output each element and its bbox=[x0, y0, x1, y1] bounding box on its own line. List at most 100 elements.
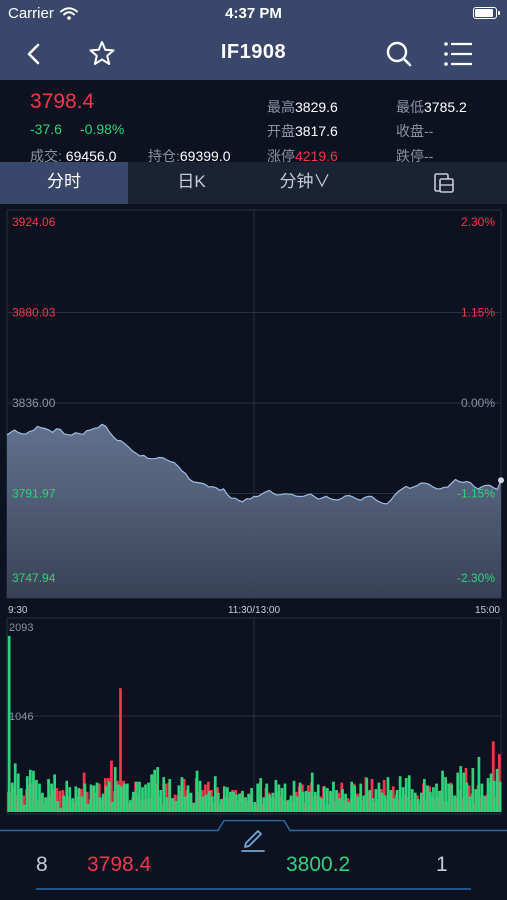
volume-bar-down bbox=[335, 790, 338, 812]
list-menu-icon bbox=[444, 42, 472, 66]
close-value: -- bbox=[424, 123, 434, 139]
volume-bar-down bbox=[495, 768, 499, 812]
volume-bar-down bbox=[341, 789, 344, 812]
edit-order-button[interactable] bbox=[238, 822, 268, 852]
volume-bar-down bbox=[44, 797, 47, 812]
price-tick-label: 3791.97 bbox=[12, 487, 56, 501]
price-area-fill bbox=[7, 424, 501, 598]
volume-bar-down bbox=[171, 798, 175, 812]
volume-bar-down bbox=[59, 808, 63, 812]
volume-bar-down bbox=[19, 788, 23, 812]
back-button[interactable] bbox=[18, 38, 50, 70]
copy-layout-icon bbox=[433, 173, 454, 193]
volume-bar-down bbox=[344, 793, 347, 812]
volume-bar-down bbox=[310, 772, 314, 812]
volume-bar-down bbox=[371, 798, 375, 812]
volume-bar-down bbox=[407, 775, 411, 812]
volume-bar-down bbox=[426, 785, 429, 812]
volume-bar-up bbox=[55, 788, 59, 812]
volume-bar-down bbox=[92, 785, 96, 812]
volume-bar-down bbox=[77, 788, 81, 812]
volume-bar-down bbox=[459, 766, 463, 812]
volume-bar-down bbox=[38, 783, 41, 812]
volume-bar-down bbox=[395, 790, 399, 812]
volume-bar-down bbox=[477, 757, 481, 812]
volume-bar-down bbox=[404, 778, 408, 812]
volume-bar-down bbox=[429, 791, 432, 812]
navigation-bar: IF1908 bbox=[0, 28, 507, 80]
pct-tick-label: -1.15% bbox=[457, 487, 495, 501]
tab-daily-k[interactable]: 日K bbox=[177, 172, 206, 191]
volume-bar-down bbox=[210, 796, 214, 812]
intraday-chart[interactable]: 3924.06 2.30% 3880.03 1.15% 3836.00 0.00% 3791… bbox=[0, 204, 507, 820]
bid-price[interactable]: 3798.4 bbox=[87, 853, 152, 876]
volume-bar-down bbox=[177, 785, 181, 812]
volume-bar-down bbox=[392, 798, 396, 812]
close-label: 收盘 bbox=[396, 123, 424, 139]
volume-bar-down bbox=[389, 790, 393, 812]
volume-bar-down bbox=[332, 781, 335, 812]
search-button[interactable] bbox=[383, 38, 415, 70]
volume-bar-down bbox=[253, 801, 257, 812]
time-tick-label: 11:30/13:00 bbox=[228, 605, 281, 616]
high-stat: 最高3829.6 bbox=[267, 97, 338, 117]
volume-bar-down bbox=[277, 784, 281, 812]
open-interest-stat: 持仓:69399.0 bbox=[148, 146, 231, 166]
volume-bar-down bbox=[104, 786, 108, 812]
limit-up-stat: 涨停4219.6 bbox=[267, 146, 338, 166]
limit-up-label: 涨停 bbox=[267, 148, 295, 164]
chevron-left-icon bbox=[27, 43, 40, 65]
ask-price[interactable]: 3800.2 bbox=[286, 853, 351, 876]
volume-bar-down bbox=[195, 770, 199, 812]
volume-bar-down bbox=[326, 788, 329, 812]
favorite-button[interactable] bbox=[86, 38, 118, 70]
volume-bar-down bbox=[298, 782, 302, 812]
volume-bar-down bbox=[244, 797, 247, 812]
volume-bar-up bbox=[110, 760, 113, 812]
volume-bar-down bbox=[22, 804, 26, 812]
time-tick-label: 9:30 bbox=[8, 605, 28, 616]
volume-bar-down bbox=[283, 783, 287, 812]
chart-tabs: 分时 日K 分钟∨ bbox=[0, 162, 507, 204]
volume-bar-down bbox=[350, 781, 353, 812]
volume-bar-down bbox=[432, 787, 435, 812]
volume-bar-down bbox=[268, 794, 272, 812]
tab-intraday[interactable]: 分时 bbox=[0, 162, 128, 204]
volume-bar-down bbox=[156, 767, 160, 812]
tab-minute[interactable]: 分钟∨ bbox=[279, 172, 331, 191]
volume-bar-down bbox=[377, 782, 381, 812]
menu-button[interactable] bbox=[442, 38, 474, 70]
pct-tick-label: 0.00% bbox=[461, 396, 495, 410]
volume-bar-down bbox=[398, 776, 402, 812]
volume-bar-down bbox=[250, 788, 253, 812]
high-label: 最高 bbox=[267, 99, 295, 115]
volume-bar-down bbox=[307, 791, 311, 812]
volume-bar-down bbox=[292, 780, 296, 812]
volume-bar-down bbox=[274, 779, 278, 812]
volume-bar-down bbox=[280, 788, 284, 812]
volume-bar-down bbox=[238, 793, 241, 812]
limit-down-stat: 跌停-- bbox=[396, 146, 433, 166]
volume-bar-down bbox=[380, 792, 384, 812]
volume-bar-down bbox=[374, 789, 378, 812]
volume-bar-down bbox=[447, 783, 450, 812]
volume-bar-down bbox=[110, 801, 114, 812]
volume-bar-down bbox=[356, 796, 360, 812]
volume-bar-down bbox=[259, 778, 263, 812]
volume-bar-down bbox=[183, 796, 187, 812]
volume-bar-down bbox=[471, 768, 475, 812]
volume-bar-down bbox=[301, 791, 305, 812]
volume-bar-down bbox=[362, 795, 366, 812]
volume-bar-up bbox=[58, 790, 62, 812]
volume-bar-down bbox=[386, 777, 390, 812]
volume-bar-down bbox=[129, 800, 132, 812]
volume-bar-down bbox=[95, 782, 99, 812]
volume-bar-down bbox=[271, 792, 275, 812]
tab-layout[interactable] bbox=[380, 162, 507, 204]
volume-bar-down bbox=[401, 787, 405, 812]
volume-bar-down bbox=[247, 793, 250, 812]
volume-bar-down bbox=[65, 780, 69, 812]
volume-bar-up bbox=[85, 791, 89, 812]
last-price-dot bbox=[498, 477, 504, 484]
volume-bar-down bbox=[423, 779, 426, 812]
